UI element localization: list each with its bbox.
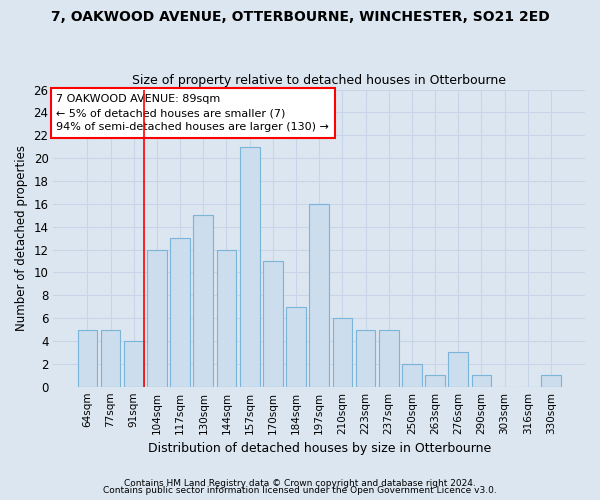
Bar — [472, 376, 491, 386]
X-axis label: Distribution of detached houses by size in Otterbourne: Distribution of detached houses by size … — [148, 442, 491, 455]
Bar — [425, 376, 445, 386]
Bar — [193, 216, 213, 386]
Bar — [379, 330, 398, 386]
Bar — [263, 261, 283, 386]
Bar — [170, 238, 190, 386]
Bar — [77, 330, 97, 386]
Text: 7, OAKWOOD AVENUE, OTTERBOURNE, WINCHESTER, SO21 2ED: 7, OAKWOOD AVENUE, OTTERBOURNE, WINCHEST… — [50, 10, 550, 24]
Bar — [101, 330, 121, 386]
Bar — [448, 352, 468, 386]
Text: Contains HM Land Registry data © Crown copyright and database right 2024.: Contains HM Land Registry data © Crown c… — [124, 478, 476, 488]
Title: Size of property relative to detached houses in Otterbourne: Size of property relative to detached ho… — [132, 74, 506, 87]
Bar — [240, 146, 260, 386]
Bar — [310, 204, 329, 386]
Text: Contains public sector information licensed under the Open Government Licence v3: Contains public sector information licen… — [103, 486, 497, 495]
Y-axis label: Number of detached properties: Number of detached properties — [15, 145, 28, 331]
Bar — [541, 376, 561, 386]
Bar — [147, 250, 167, 386]
Bar — [286, 306, 306, 386]
Bar — [332, 318, 352, 386]
Text: 7 OAKWOOD AVENUE: 89sqm
← 5% of detached houses are smaller (7)
94% of semi-deta: 7 OAKWOOD AVENUE: 89sqm ← 5% of detached… — [56, 94, 329, 132]
Bar — [356, 330, 376, 386]
Bar — [217, 250, 236, 386]
Bar — [402, 364, 422, 386]
Bar — [124, 341, 143, 386]
